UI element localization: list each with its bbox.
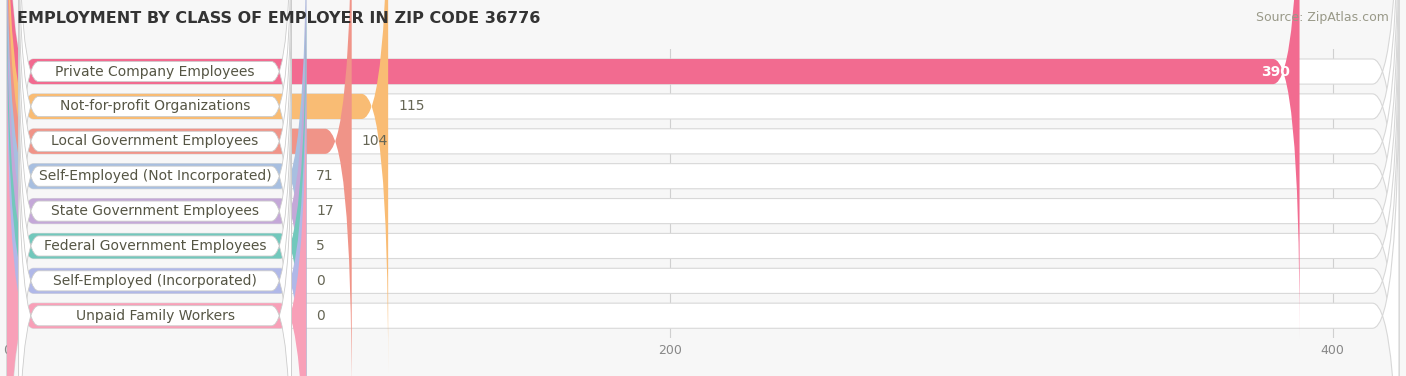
- FancyBboxPatch shape: [7, 0, 1299, 338]
- FancyBboxPatch shape: [7, 0, 1399, 376]
- Text: 115: 115: [398, 99, 425, 114]
- Text: Private Company Employees: Private Company Employees: [55, 65, 254, 79]
- FancyBboxPatch shape: [18, 12, 291, 376]
- Text: Not-for-profit Organizations: Not-for-profit Organizations: [60, 99, 250, 114]
- FancyBboxPatch shape: [18, 82, 291, 376]
- Text: Source: ZipAtlas.com: Source: ZipAtlas.com: [1256, 11, 1389, 24]
- Text: 5: 5: [316, 239, 325, 253]
- FancyBboxPatch shape: [18, 47, 291, 376]
- Text: 17: 17: [316, 204, 333, 218]
- Text: 0: 0: [316, 274, 325, 288]
- Text: Unpaid Family Workers: Unpaid Family Workers: [76, 309, 235, 323]
- FancyBboxPatch shape: [18, 117, 291, 376]
- FancyBboxPatch shape: [7, 14, 1399, 376]
- FancyBboxPatch shape: [7, 0, 1399, 376]
- FancyBboxPatch shape: [7, 0, 307, 376]
- FancyBboxPatch shape: [7, 49, 307, 376]
- Text: Federal Government Employees: Federal Government Employees: [44, 239, 266, 253]
- FancyBboxPatch shape: [18, 0, 291, 341]
- Text: Local Government Employees: Local Government Employees: [52, 134, 259, 148]
- FancyBboxPatch shape: [7, 0, 1399, 376]
- Text: 390: 390: [1261, 65, 1289, 79]
- FancyBboxPatch shape: [7, 49, 1399, 376]
- Text: Self-Employed (Incorporated): Self-Employed (Incorporated): [53, 274, 257, 288]
- Text: Self-Employed (Not Incorporated): Self-Employed (Not Incorporated): [39, 169, 271, 183]
- FancyBboxPatch shape: [7, 0, 1399, 338]
- Text: State Government Employees: State Government Employees: [51, 204, 259, 218]
- FancyBboxPatch shape: [7, 14, 307, 376]
- FancyBboxPatch shape: [7, 0, 388, 373]
- FancyBboxPatch shape: [7, 0, 307, 376]
- FancyBboxPatch shape: [7, 0, 307, 376]
- FancyBboxPatch shape: [18, 0, 291, 271]
- Text: 104: 104: [361, 134, 388, 148]
- Text: 71: 71: [316, 169, 333, 183]
- FancyBboxPatch shape: [7, 0, 1399, 376]
- Text: EMPLOYMENT BY CLASS OF EMPLOYER IN ZIP CODE 36776: EMPLOYMENT BY CLASS OF EMPLOYER IN ZIP C…: [17, 11, 540, 26]
- FancyBboxPatch shape: [7, 0, 1399, 373]
- FancyBboxPatch shape: [18, 0, 291, 376]
- FancyBboxPatch shape: [18, 0, 291, 306]
- FancyBboxPatch shape: [7, 0, 351, 376]
- Text: 0: 0: [316, 309, 325, 323]
